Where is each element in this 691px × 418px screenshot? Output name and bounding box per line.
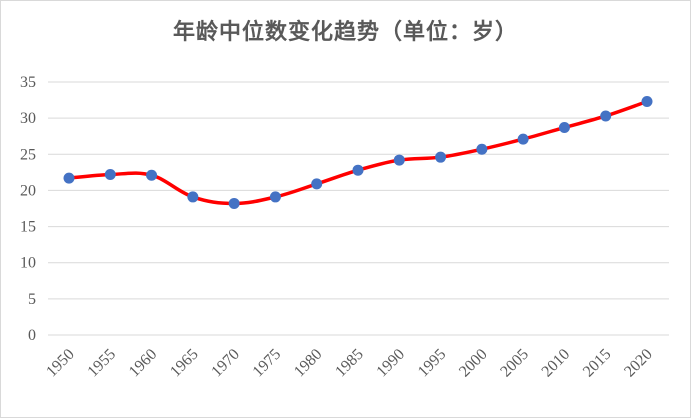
x-tick-label-1990: 1990 <box>373 346 408 381</box>
data-point-1965 <box>187 191 199 203</box>
x-tick-label-1995: 1995 <box>415 346 450 381</box>
data-point-1970 <box>228 197 240 209</box>
data-point-1950 <box>63 172 75 184</box>
x-tick-label-2015: 2015 <box>580 346 615 381</box>
x-tick-label-1970: 1970 <box>208 346 243 381</box>
x-tick-label-2020: 2020 <box>621 346 656 381</box>
data-point-1985 <box>352 164 364 176</box>
y-tick-label-30: 30 <box>20 110 36 127</box>
y-tick-label-0: 0 <box>28 327 36 344</box>
series-line-0 <box>67 99 649 206</box>
data-point-2000 <box>476 143 488 155</box>
x-tick-label-1965: 1965 <box>167 346 202 381</box>
y-tick-label-5: 5 <box>28 291 36 308</box>
data-point-1980 <box>311 178 323 190</box>
data-point-2010 <box>558 122 570 134</box>
x-tick-label-1955: 1955 <box>84 346 119 381</box>
chart-title: 年龄中位数变化趋势（单位：岁） <box>172 19 518 45</box>
x-tick-label-2000: 2000 <box>456 346 491 381</box>
data-point-2015 <box>600 110 612 122</box>
data-point-2005 <box>517 133 529 145</box>
y-tick-label-25: 25 <box>20 146 36 163</box>
x-tick-label-1975: 1975 <box>250 346 285 381</box>
data-point-1995 <box>435 151 447 163</box>
x-tick-label-2005: 2005 <box>497 346 532 381</box>
x-tick-label-1950: 1950 <box>43 346 78 381</box>
y-tick-label-35: 35 <box>20 74 36 91</box>
x-tick-label-1960: 1960 <box>126 346 161 381</box>
data-point-2020 <box>641 96 653 108</box>
data-point-1990 <box>393 154 405 166</box>
data-point-1955 <box>104 169 116 181</box>
data-point-1975 <box>269 191 281 203</box>
x-tick-label-2010: 2010 <box>539 346 574 381</box>
x-tick-label-1985: 1985 <box>332 346 367 381</box>
data-point-1960 <box>146 169 158 181</box>
y-tick-label-20: 20 <box>20 182 36 199</box>
y-tick-label-10: 10 <box>20 255 36 272</box>
x-tick-label-1980: 1980 <box>291 346 326 381</box>
y-tick-label-15: 15 <box>20 219 36 236</box>
